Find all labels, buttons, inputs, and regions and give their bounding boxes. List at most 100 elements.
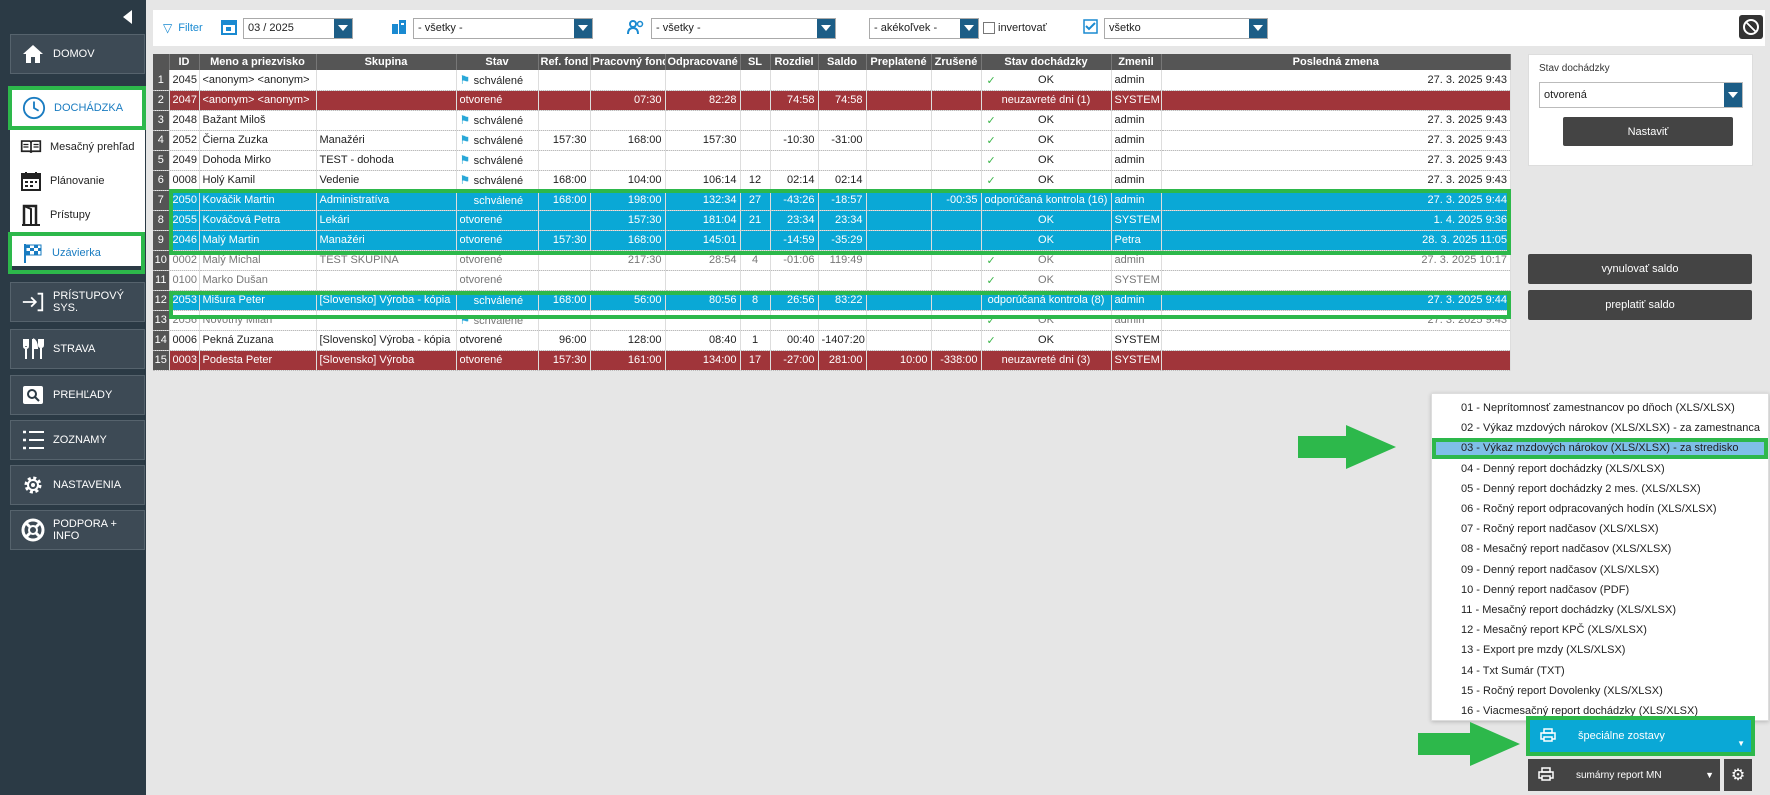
cell-rozdiel [770,150,819,171]
col-header[interactable]: Zrušené [931,54,982,70]
cell-ref: 157:30 [538,130,591,151]
report-menu-item[interactable]: 16 - Viacmesačný report dochádzky (XLS/X… [1461,704,1699,717]
report-menu-item[interactable]: 12 - Mesačný report KPČ (XLS/XLSX) [1461,624,1647,637]
table-row[interactable]: 13 2056 Novotný Milan ⚑ schválené ✓ OK admin 27… [153,310,1511,331]
row-number: 13 [153,310,170,331]
table-row[interactable]: 8 2055 Kováčová Petra Lekári otvorené 157:30 1… [153,210,1511,231]
report-menu-item[interactable]: 11 - Mesačný report dochádzky (XLS/XLSX) [1461,603,1677,616]
cell-saldo: 74:58 [818,90,867,111]
report-menu-item[interactable]: 09 - Denný report nadčasov (XLS/XLSX) [1461,563,1660,576]
nav-dochadzka[interactable]: DOCHÁDZKA [8,86,146,130]
sub-label: Prístupy [50,209,91,221]
table-row[interactable]: 3 2048 Bažant Miloš ⚑ schválené ✓ OK admin 27. … [153,110,1511,131]
summary-report-button[interactable]: sumárny report MN ▼ [1528,759,1720,791]
cell-stavd: OK [981,210,1112,231]
table-row[interactable]: 11 0100 Marko Dušan otvorené ✓ OK SYSTEM [153,270,1511,291]
cell-rozdiel [770,70,819,91]
approved-flag-icon: ⚑ [459,193,474,207]
special-reports-button[interactable]: špeciálne zostavy ▼ [1526,716,1755,756]
sub-uzavierka[interactable]: Uzávierka [8,232,145,274]
filter-toggle[interactable]: ▽ Filter [163,21,203,35]
col-header[interactable]: Pracovný fond [590,54,666,70]
cell-saldo [818,110,867,131]
cell-stavd: ✓ OK [981,150,1112,171]
cell-saldo: 02:14 [818,170,867,191]
report-menu-item[interactable]: 01 - Neprítomnosť zamestnancov po dňoch … [1461,402,1735,415]
nav-strava[interactable]: STRAVA [10,329,145,369]
report-menu-item[interactable]: 07 - Ročný report nadčasov (XLS/XLSX) [1461,523,1659,536]
report-menu-item[interactable]: 13 - Export pre mzdy (XLS/XLSX) [1461,644,1626,657]
group-select[interactable]: - všetky - [413,17,593,39]
nav-prehlady[interactable]: PREHĽADY [10,375,145,415]
invert-checkbox[interactable]: invertovať [983,22,1047,34]
report-menu-item[interactable]: 06 - Ročný report odpracovaných hodín (X… [1461,503,1717,516]
set-status-button[interactable]: Nastaviť [1563,117,1733,146]
report-menu-item[interactable]: 03 - Výkaz mzdových nárokov (XLS/XLSX) -… [1432,438,1768,459]
cell-posl: 27. 3. 2025 9:43 [1161,70,1511,91]
table-row[interactable]: 4 2052 Čierna Zuzka Manažéri ⚑ schválené 157:… [153,130,1511,151]
pay-balance-button[interactable]: preplatiť saldo [1528,290,1752,320]
attendance-status-select[interactable]: otvorená [1539,82,1743,108]
col-header[interactable]: Stav [456,54,539,70]
col-header[interactable]: Stav dochádzky [981,54,1112,70]
cell-posl: 27. 3. 2025 9:43 [1161,130,1511,151]
nav-nastavenia[interactable]: NASTAVENIA [10,465,145,505]
sub-pristupy[interactable]: Prístupy [10,198,145,232]
col-header[interactable]: Zmenil [1111,54,1162,70]
nav-podpora[interactable]: PODPORA + INFO [10,510,145,550]
table-row[interactable]: 2 2047 <anonym> <anonym> otvorené 07:30 82:28… [153,90,1511,111]
table-row[interactable]: 9 2046 Malý Martin Manažéri otvorené 157:30 16… [153,230,1511,251]
table-row[interactable]: 1 2045 <anonym> <anonym> ⚑ schválené ✓ OK admi… [153,70,1511,91]
cell-stavd: ✓ OK [981,330,1112,351]
col-header[interactable]: Meno a priezvisko [199,54,317,70]
report-menu-item[interactable]: 10 - Denný report nadčasov (PDF) [1461,583,1630,596]
month-select[interactable]: 03 / 2025 [243,17,353,39]
report-menu-item[interactable]: 02 - Výkaz mzdových nárokov (XLS/XLSX) -… [1461,422,1760,435]
cell-stav: otvorené [456,330,539,351]
nav-label: STRAVA [53,343,96,355]
sub-mesacny-prehlad[interactable]: Mesačný prehľad [10,130,145,164]
report-menu-item[interactable]: 14 - Txt Sumár (TXT) [1461,664,1565,677]
cell-name: <anonym> <anonym> [199,70,317,91]
nav-domov[interactable]: DOMOV [10,34,145,74]
cell-prep [866,230,932,251]
reset-balance-button[interactable]: vynulovať saldo [1528,254,1752,284]
status-select[interactable]: - akékoľvek - [869,17,979,39]
check-icon: ✓ [986,135,996,147]
col-header[interactable]: Posledná zmena [1161,54,1511,70]
col-header[interactable]: Odpracované [665,54,741,70]
report-menu-item[interactable]: 05 - Denný report dochádzky 2 mes. (XLS/… [1461,482,1701,495]
table-row[interactable]: 14 0006 Pekná Zuzana [Slovensko] Výroba - k… [153,330,1511,351]
nav-zoznamy[interactable]: ZOZNAMY [10,420,145,460]
col-header[interactable]: SL [740,54,771,70]
cell-posl: 27. 3. 2025 9:43 [1161,110,1511,131]
clear-filter-icon[interactable] [1739,15,1763,39]
cell-rozdiel: 26:56 [770,290,819,311]
col-header[interactable]: ID [169,54,200,70]
col-header[interactable]: Saldo [818,54,867,70]
table-row[interactable]: 10 0002 Malý Michal TEST SKUPINA otvorené 217… [153,250,1511,271]
table-row[interactable]: 5 2049 Dohoda Mirko TEST - dohoda ⚑ schválen… [153,150,1511,171]
report-menu-item[interactable]: 08 - Mesačný report nadčasov (XLS/XLSX) [1461,543,1672,556]
people-select[interactable]: - všetky - [651,17,836,39]
nav-pristupovy-sys[interactable]: PRÍSTUPOVÝ SYS. [10,282,145,322]
collapse-sidebar-icon[interactable] [123,10,132,24]
table-row[interactable]: 12 2053 Mišura Peter [Slovensko] Výroba - k… [153,290,1511,311]
all-select[interactable]: všetko [1104,17,1268,39]
report-menu-item[interactable]: 15 - Ročný report Dovolenky (XLS/XLSX) [1461,684,1663,697]
cell-ref: 96:00 [538,330,591,351]
col-header[interactable]: Rozdiel [770,54,819,70]
cell-rozdiel: 00:40 [770,330,819,351]
report-menu-item[interactable]: 04 - Denný report dochádzky (XLS/XLSX) [1461,462,1665,475]
cell-odpr: 132:34 [665,190,741,211]
table-row[interactable]: 15 0003 Podesta Peter [Slovensko] Výroba otv… [153,350,1511,371]
col-header[interactable]: Preplatené [866,54,932,70]
report-settings-gear-icon[interactable]: ⚙ [1724,759,1752,791]
col-header[interactable]: Ref. fond [538,54,591,70]
table-row[interactable]: 6 0008 Holý Kamil Vedenie ⚑ schválené 168:00 1… [153,170,1511,191]
cell-zrus: -338:00 [931,350,982,371]
sub-planovanie[interactable]: Plánovanie [10,164,145,198]
col-header[interactable]: Skupina [316,54,457,70]
gear-icon [21,473,45,497]
table-row[interactable]: 7 2050 Kováčik Martin Administratíva ⚑ schvá… [153,190,1511,211]
